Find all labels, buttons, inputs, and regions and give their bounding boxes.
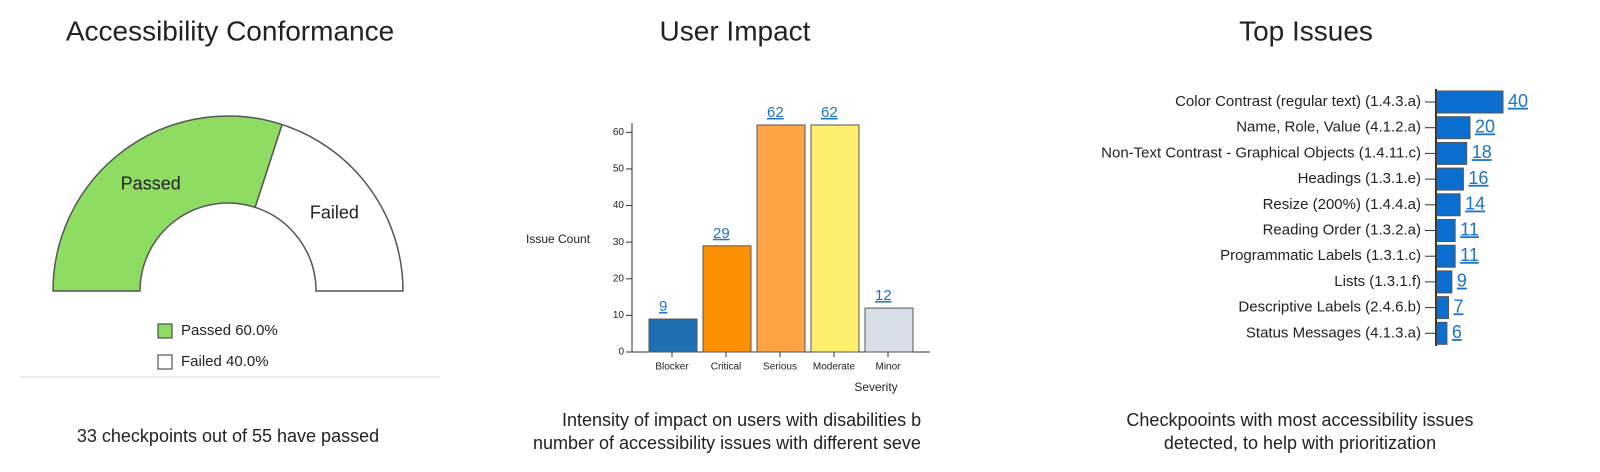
y-tick-label: Resize (200%) (1.4.4.a) (1263, 196, 1421, 213)
bar-value-label[interactable]: 9 (1457, 271, 1467, 291)
caption: Checkpooints with most accessibility iss… (1126, 410, 1473, 430)
legend-value: 40.0% (226, 353, 269, 370)
caption: detected, to help with prioritization (1164, 433, 1436, 453)
bar-value-label[interactable]: 62 (767, 104, 784, 121)
legend-name: Passed (181, 322, 231, 339)
bar-value-label[interactable]: 14 (1465, 194, 1485, 214)
bar-value-label[interactable]: 18 (1472, 142, 1492, 162)
x-tick-label: Moderate (813, 362, 856, 373)
bar (1436, 167, 1464, 191)
bar-value-label[interactable]: 11 (1460, 219, 1479, 239)
slice-label: Passed (121, 173, 181, 193)
y-tick-label: Descriptive Labels (2.4.6.b) (1238, 299, 1421, 316)
bar (648, 318, 698, 353)
y-tick-label: 20 (613, 273, 625, 284)
y-tick-label: Non-Text Contrast - Graphical Objects (1… (1101, 144, 1421, 161)
x-tick-label: Critical (711, 362, 742, 373)
bar (1436, 90, 1504, 114)
bar-value-label[interactable]: 20 (1475, 116, 1495, 136)
legend-name: Failed (181, 353, 222, 370)
y-tick-label: 50 (613, 164, 625, 175)
bar (1436, 296, 1450, 320)
bar (702, 245, 752, 353)
y-tick-label: 40 (613, 200, 625, 211)
x-tick-label: Blocker (655, 362, 689, 373)
y-tick-label: Lists (1.3.1.f) (1334, 273, 1421, 290)
bar-value-label[interactable]: 29 (713, 225, 730, 242)
slice-label: Failed (310, 202, 359, 222)
bar (1436, 219, 1456, 242)
chart-title: Accessibility Conformance (66, 15, 394, 46)
legend-swatch (157, 354, 173, 370)
y-axis-label: Issue Count (526, 232, 591, 246)
gauge-slice (254, 123, 404, 292)
legend-value: 60.0% (235, 322, 278, 339)
bar-value-label[interactable]: 7 (1454, 296, 1464, 316)
bar-value-label[interactable]: 9 (659, 298, 667, 315)
chart-title: Top Issues (1239, 15, 1373, 46)
chart-title: User Impact (660, 15, 811, 46)
bar (1436, 116, 1471, 140)
bar (864, 307, 914, 353)
bar-value-label[interactable]: 12 (875, 287, 892, 304)
y-tick-label: 0 (618, 347, 624, 358)
caption: number of accessibility issues with diff… (533, 433, 921, 453)
caption: Intensity of impact on users with disabi… (562, 410, 921, 430)
bar (1436, 321, 1448, 345)
legend-swatch (157, 323, 173, 339)
legend-label: Failed 40.0% (181, 353, 269, 370)
y-tick-label: 10 (613, 310, 625, 321)
bar (1436, 270, 1453, 294)
bar-value-label[interactable]: 16 (1468, 168, 1488, 188)
gauge-slice (52, 115, 284, 292)
y-tick-label: Programmatic Labels (1.3.1.c) (1220, 247, 1421, 264)
x-axis-label: Severity (854, 380, 897, 394)
y-tick-label: 60 (613, 127, 625, 138)
bar-value-label[interactable]: 40 (1508, 91, 1528, 111)
bar (1436, 244, 1456, 268)
bar (1436, 193, 1461, 217)
y-tick-label: Name, Role, Value (4.1.2.a) (1236, 119, 1421, 136)
y-tick-label: Headings (1.3.1.e) (1298, 170, 1421, 187)
bar (756, 124, 806, 353)
bar-value-label[interactable]: 62 (821, 104, 838, 121)
x-tick-label: Serious (763, 362, 797, 373)
bar-value-label[interactable]: 6 (1452, 322, 1462, 342)
bar (1436, 141, 1468, 165)
x-tick-label: Minor (875, 362, 901, 373)
legend-label: Passed 60.0% (181, 322, 278, 339)
bar-value-label[interactable]: 11 (1460, 245, 1479, 265)
y-tick-label: Status Messages (4.1.3.a) (1246, 324, 1421, 341)
caption-group: Intensity of impact on users with disabi… (533, 410, 921, 453)
bar (810, 124, 860, 353)
y-tick-label: 30 (613, 237, 625, 248)
y-tick-label: Reading Order (1.3.2.a) (1263, 221, 1421, 238)
caption: 33 checkpoints out of 55 have passed (77, 426, 379, 446)
y-tick-label: Color Contrast (regular text) (1.4.3.a) (1175, 93, 1421, 110)
